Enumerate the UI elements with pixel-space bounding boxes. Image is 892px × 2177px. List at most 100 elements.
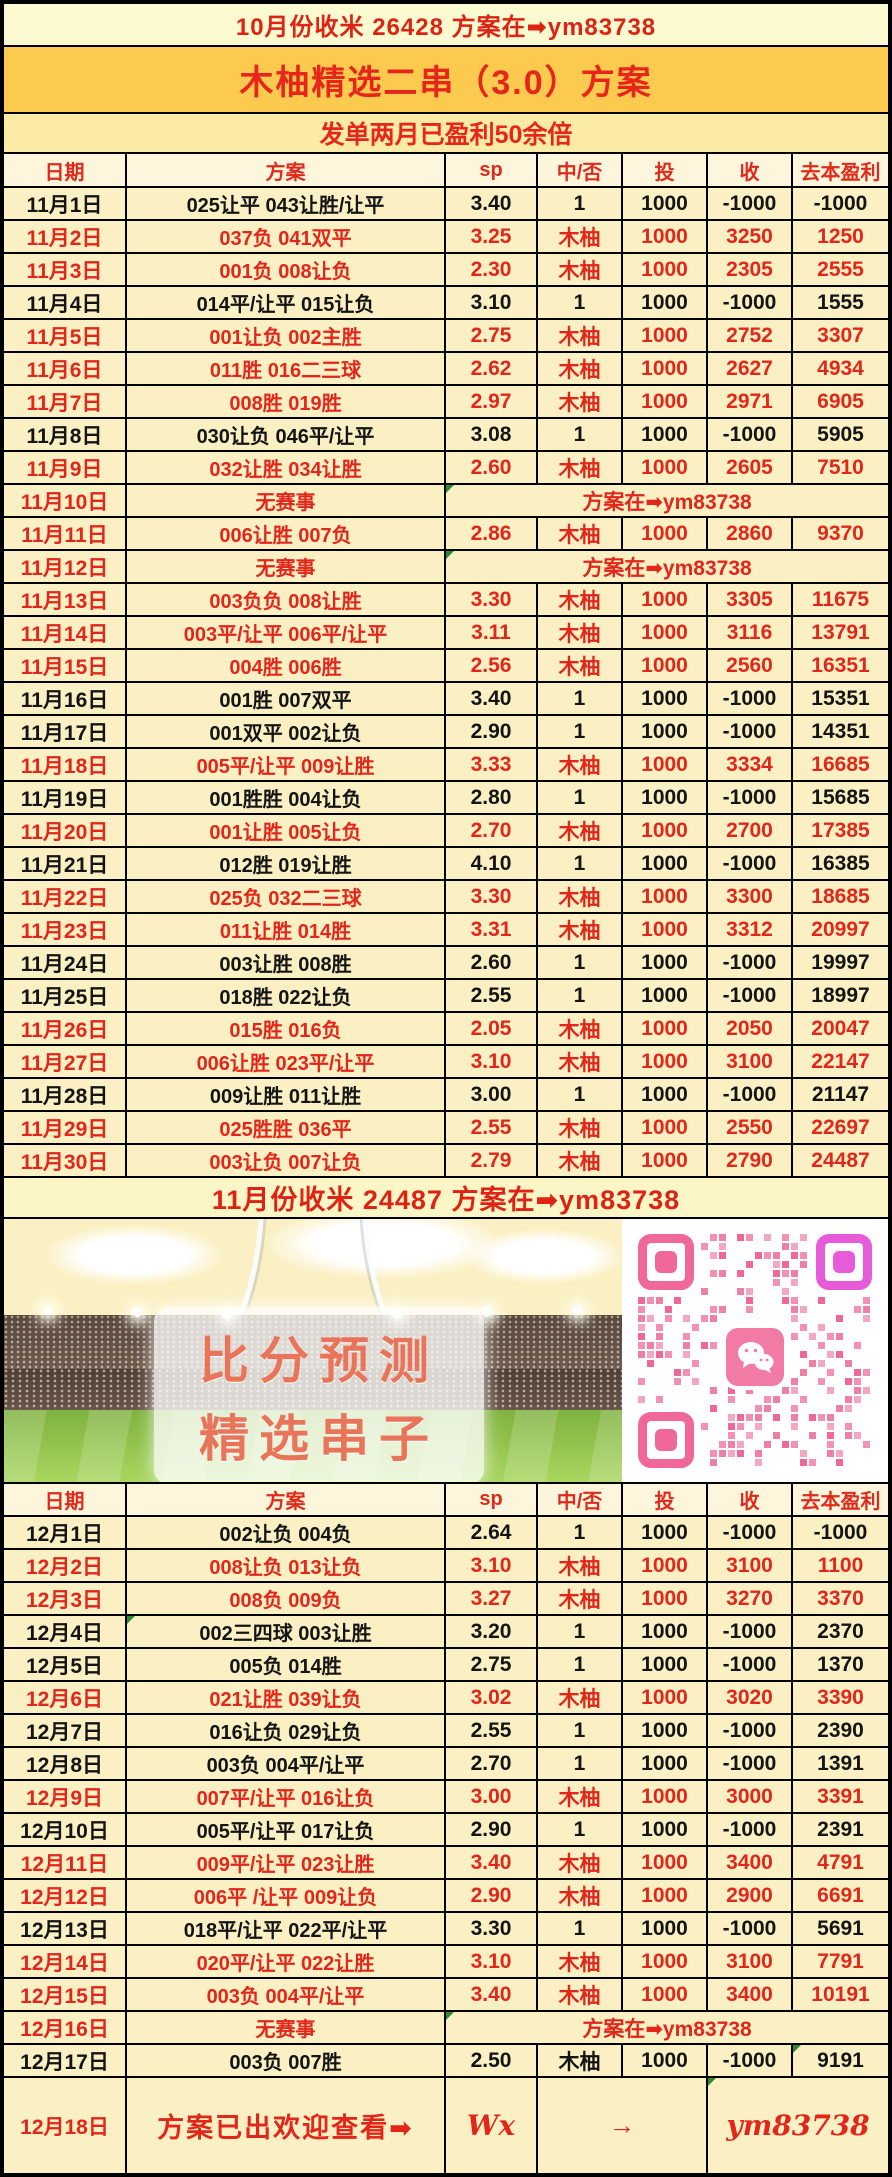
table-row: 11月1日 025让平 043让胜/让平 3.40 1 1000 -1000 -1000 — [4, 186, 888, 219]
qr-dot — [800, 1251, 807, 1259]
bet-cell: 1000 — [621, 782, 706, 813]
column-header: 方案 — [125, 1484, 444, 1515]
result-cell: 木柚 — [536, 254, 621, 285]
qr-dot — [854, 1395, 861, 1403]
plan-cell: 001负 008让负 — [125, 254, 444, 285]
plan-announcement: 方案已出欢迎查看➡ — [125, 2078, 444, 2173]
return-cell: 2050 — [706, 1013, 791, 1044]
qr-dot — [809, 1332, 816, 1340]
bet-cell: 1000 — [621, 386, 706, 417]
result-cell: 1 — [536, 1814, 621, 1845]
qr-dot — [719, 1242, 726, 1250]
date-cell: 11月16日 — [20, 688, 109, 712]
sp-cell: 3.40 — [444, 1847, 536, 1878]
bet-cell: 1000 — [621, 1748, 706, 1779]
date-cell: 11月2日 — [26, 226, 103, 250]
stadium-photo: 比分预测 精选串子 — [4, 1219, 622, 1482]
date-cell: 11月22日 — [20, 886, 109, 910]
result-cell: 1 — [536, 980, 621, 1011]
plan-cell: 011胜 016二三球 — [125, 353, 444, 384]
qr-dot — [728, 1386, 735, 1394]
qr-dot — [656, 1296, 663, 1304]
date-cell: 11月21日 — [20, 853, 109, 877]
qr-dot — [854, 1431, 861, 1439]
table-row: 12月7日 016让负 029让负 2.55 1 1000 -1000 2390 — [4, 1713, 888, 1746]
plan-cell: 016让负 029让负 — [125, 1715, 444, 1746]
qr-dot — [674, 1377, 681, 1385]
qr-dot — [818, 1359, 825, 1367]
qr-dot — [782, 1386, 789, 1394]
result-cell: 1 — [536, 1616, 621, 1647]
qr-dot — [836, 1404, 843, 1412]
qr-dot — [683, 1314, 690, 1322]
return-cell: -1000 — [706, 782, 791, 813]
plan-cell: 002让负 004负 — [125, 1517, 444, 1548]
return-cell: 2605 — [706, 452, 791, 483]
result-cell: 1 — [536, 287, 621, 318]
qr-dot — [701, 1341, 708, 1349]
qr-dot — [719, 1449, 726, 1457]
qr-dot — [827, 1449, 834, 1457]
sp-cell: 2.64 — [444, 1517, 536, 1548]
result-cell: 1 — [536, 683, 621, 714]
bet-cell: 1000 — [621, 1946, 706, 1977]
result-cell: 木柚 — [536, 815, 621, 846]
qr-dot — [782, 1287, 789, 1295]
qr-dot — [683, 1350, 690, 1358]
profit-cell: 20997 — [791, 914, 888, 945]
date-cell: 12月1日 — [25, 1522, 104, 1546]
qr-dot — [827, 1350, 834, 1358]
table-row: 11月9日 032让胜 034让胜 2.60 木柚 1000 2605 7510 — [4, 450, 888, 483]
date-cell: 11月27日 — [20, 1051, 109, 1075]
qr-dot — [827, 1413, 834, 1421]
sp-cell: 4.10 — [444, 848, 536, 879]
qr-dot — [647, 1350, 654, 1358]
profit-cell: -1000 — [791, 188, 888, 219]
qr-dot — [863, 1305, 870, 1313]
qr-dot — [764, 1404, 771, 1412]
november-summary-banner: 11月份收米 24487 方案在➡ym83738 — [4, 1176, 888, 1217]
return-cell: 2790 — [706, 1145, 791, 1176]
qr-dot — [818, 1323, 825, 1331]
profit-cell: 22147 — [791, 1046, 888, 1077]
qr-dot — [782, 1440, 789, 1448]
sp-cell: 2.56 — [444, 650, 536, 681]
result-cell: 1 — [536, 188, 621, 219]
return-cell: -1000 — [706, 1748, 791, 1779]
date-cell: 12月7日 — [25, 1720, 104, 1744]
column-header: 收 — [706, 1484, 791, 1515]
table-row: 11月30日 003让负 007让负 2.79 木柚 1000 2790 24487 — [4, 1143, 888, 1176]
promo-text-line2: 精选串子 — [199, 1410, 439, 1467]
bet-cell: 1000 — [621, 1046, 706, 1077]
november-table: 11月1日 025让平 043让胜/让平 3.40 1 1000 -1000 -1000 11… — [4, 186, 888, 1176]
sp-cell: 2.55 — [444, 1715, 536, 1746]
qr-dot — [818, 1296, 825, 1304]
result-cell: 1 — [536, 1517, 621, 1548]
qr-dot — [791, 1332, 798, 1340]
result-cell: 木柚 — [536, 1847, 621, 1878]
result-cell: 1 — [536, 947, 621, 978]
plan-cell: 005平/让平 009让胜 — [125, 749, 444, 780]
qr-dot — [755, 1422, 762, 1430]
plan-cell: 005负 014胜 — [125, 1649, 444, 1680]
bet-cell: 1000 — [621, 1880, 706, 1911]
plan-cell: 032让胜 034让胜 — [125, 452, 444, 483]
qr-finder-top-left — [638, 1233, 694, 1290]
date-cell: 11月8日 — [26, 424, 103, 448]
plan-cell: 003负负 008让胜 — [125, 584, 444, 615]
bet-cell: 1000 — [621, 1517, 706, 1548]
sp-cell: 2.50 — [444, 2045, 536, 2076]
date-cell: 11月9日 — [26, 457, 103, 481]
qr-dot — [863, 1368, 870, 1376]
plan-link-cell: 方案在➡ym83738 — [444, 485, 888, 516]
return-cell: -1000 — [706, 1913, 791, 1944]
qr-dot — [755, 1413, 762, 1421]
return-cell: 3116 — [706, 617, 791, 648]
column-header: 投 — [621, 1484, 706, 1515]
result-cell: 木柚 — [536, 518, 621, 549]
qr-dot — [809, 1413, 816, 1421]
return-cell: 2700 — [706, 815, 791, 846]
bet-cell: 1000 — [621, 1781, 706, 1812]
sp-cell: 3.11 — [444, 617, 536, 648]
